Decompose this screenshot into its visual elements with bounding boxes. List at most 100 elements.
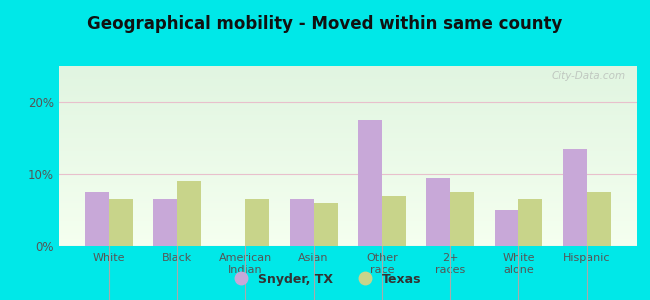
Bar xyxy=(58,242,637,244)
Bar xyxy=(58,176,637,178)
Bar xyxy=(58,86,637,88)
Bar xyxy=(58,196,637,197)
Bar xyxy=(58,201,637,203)
Bar xyxy=(290,199,313,246)
Bar xyxy=(58,118,637,120)
Bar xyxy=(58,134,637,136)
Bar xyxy=(563,149,587,246)
Bar xyxy=(58,116,637,118)
Bar xyxy=(58,107,637,109)
Bar xyxy=(58,136,637,138)
Bar xyxy=(58,230,637,232)
Bar xyxy=(58,66,637,68)
Bar xyxy=(358,120,382,246)
Bar xyxy=(58,131,637,133)
Text: Geographical mobility - Moved within same county: Geographical mobility - Moved within sam… xyxy=(87,15,563,33)
Bar xyxy=(58,199,637,201)
Text: City-Data.com: City-Data.com xyxy=(551,71,625,81)
Bar xyxy=(58,140,637,142)
Bar xyxy=(58,192,637,194)
Bar xyxy=(177,181,201,246)
Bar xyxy=(58,212,637,214)
Bar xyxy=(58,239,637,241)
Bar xyxy=(58,160,637,161)
Bar xyxy=(58,77,637,79)
Bar xyxy=(58,235,637,237)
Bar xyxy=(58,88,637,89)
Bar xyxy=(58,122,637,124)
Bar xyxy=(58,197,637,199)
Bar xyxy=(58,97,637,98)
Bar xyxy=(58,181,637,183)
Bar xyxy=(58,224,637,226)
Bar xyxy=(58,190,637,192)
Bar xyxy=(58,106,637,107)
Bar xyxy=(58,138,637,140)
Bar xyxy=(58,233,637,235)
Bar xyxy=(58,244,637,246)
Bar xyxy=(58,151,637,152)
Bar xyxy=(58,98,637,100)
Bar xyxy=(58,89,637,91)
Bar xyxy=(58,142,637,143)
Bar xyxy=(58,208,637,210)
Bar xyxy=(58,241,637,242)
Bar xyxy=(58,145,637,147)
Bar xyxy=(58,183,637,185)
Bar xyxy=(58,226,637,228)
Bar xyxy=(58,174,637,176)
Bar xyxy=(58,80,637,82)
Bar xyxy=(58,91,637,93)
Bar xyxy=(313,203,337,246)
Bar xyxy=(58,156,637,158)
Bar xyxy=(58,210,637,212)
Bar xyxy=(58,125,637,127)
Bar xyxy=(58,149,637,151)
Bar xyxy=(495,210,519,246)
Bar xyxy=(58,214,637,215)
Bar xyxy=(58,161,637,163)
Bar xyxy=(58,73,637,75)
Bar xyxy=(58,223,637,224)
Bar xyxy=(58,158,637,160)
Bar xyxy=(58,219,637,221)
Bar xyxy=(153,199,177,246)
Bar xyxy=(519,199,542,246)
Bar xyxy=(58,93,637,95)
Bar xyxy=(58,71,637,73)
Bar xyxy=(58,82,637,84)
Bar xyxy=(58,152,637,154)
Bar xyxy=(84,192,109,246)
Bar xyxy=(58,178,637,179)
Bar xyxy=(58,172,637,174)
Bar xyxy=(382,196,406,246)
Bar xyxy=(58,237,637,239)
Bar xyxy=(58,221,637,223)
Bar xyxy=(58,109,637,111)
Bar xyxy=(245,199,269,246)
Bar xyxy=(450,192,474,246)
Bar xyxy=(58,111,637,113)
Bar xyxy=(58,154,637,156)
Bar xyxy=(58,232,637,233)
Bar xyxy=(58,228,637,230)
Bar xyxy=(58,75,637,77)
Bar xyxy=(58,113,637,115)
Bar xyxy=(58,185,637,187)
Bar xyxy=(58,215,637,217)
Bar xyxy=(58,194,637,196)
Bar xyxy=(58,104,637,106)
Bar xyxy=(58,127,637,129)
Bar xyxy=(426,178,450,246)
Bar xyxy=(58,84,637,86)
Bar xyxy=(58,170,637,172)
Bar xyxy=(58,100,637,102)
Bar xyxy=(58,217,637,219)
Bar xyxy=(58,95,637,97)
Bar xyxy=(58,68,637,70)
Bar xyxy=(58,188,637,190)
Bar xyxy=(58,133,637,134)
Bar xyxy=(58,129,637,131)
Bar xyxy=(58,205,637,206)
Legend: Snyder, TX, Texas: Snyder, TX, Texas xyxy=(224,268,426,291)
